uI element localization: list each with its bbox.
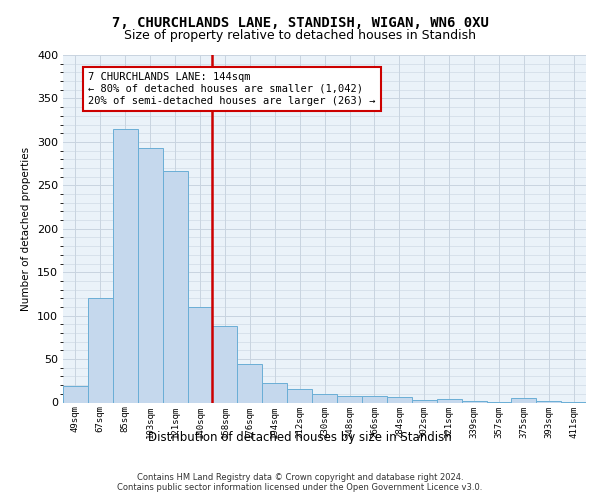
Bar <box>88 298 113 403</box>
Bar <box>412 400 437 402</box>
Bar <box>461 401 487 402</box>
Bar <box>138 148 163 403</box>
Bar <box>63 386 88 402</box>
Bar <box>312 394 337 402</box>
Bar <box>511 398 536 402</box>
Bar <box>387 398 412 402</box>
Bar <box>188 307 212 402</box>
Text: Distribution of detached houses by size in Standish: Distribution of detached houses by size … <box>148 431 452 444</box>
Bar <box>238 364 262 403</box>
Bar <box>437 399 461 402</box>
Bar <box>362 396 387 402</box>
Bar <box>113 129 138 402</box>
Bar <box>212 326 238 402</box>
Bar <box>536 401 561 402</box>
Bar <box>163 170 188 402</box>
Text: 7, CHURCHLANDS LANE, STANDISH, WIGAN, WN6 0XU: 7, CHURCHLANDS LANE, STANDISH, WIGAN, WN… <box>112 16 488 30</box>
Y-axis label: Number of detached properties: Number of detached properties <box>22 146 31 311</box>
Text: Contains HM Land Registry data © Crown copyright and database right 2024.
Contai: Contains HM Land Registry data © Crown c… <box>118 473 482 492</box>
Bar <box>287 388 312 402</box>
Text: Size of property relative to detached houses in Standish: Size of property relative to detached ho… <box>124 29 476 42</box>
Text: 7 CHURCHLANDS LANE: 144sqm
← 80% of detached houses are smaller (1,042)
20% of s: 7 CHURCHLANDS LANE: 144sqm ← 80% of deta… <box>88 72 376 106</box>
Bar <box>262 384 287 402</box>
Bar <box>337 396 362 402</box>
